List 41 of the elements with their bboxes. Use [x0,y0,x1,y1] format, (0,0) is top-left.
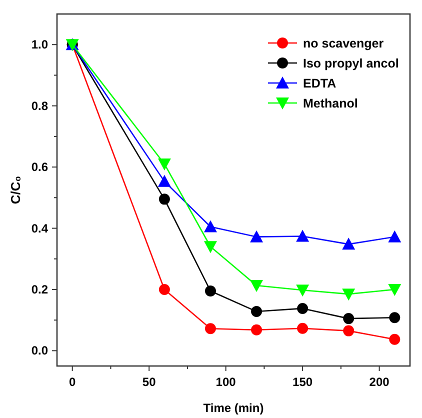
y-tick-label: 0.4 [31,221,48,236]
legend-label: EDTA [303,76,336,90]
y-tick-label: 0.6 [31,160,48,174]
point [158,284,170,295]
y-tick-label: 0.2 [31,282,48,296]
point [296,230,310,242]
point [297,322,308,334]
x-tick-label: 150 [292,375,313,389]
point [250,280,264,292]
point [158,194,170,205]
y-tick-label: 0.8 [31,98,48,113]
point [204,220,217,232]
point [388,284,402,296]
y-axis-title: C/C₀ [8,176,23,204]
point [158,158,171,170]
point [342,238,356,250]
point [297,302,308,314]
point [204,286,216,297]
point [204,323,216,334]
point [204,241,217,254]
point [343,313,354,324]
point [343,325,354,336]
x-tick-label: 200 [369,375,390,389]
point [251,306,262,318]
legend-label: Methanol [303,96,358,110]
x-tick-label: 50 [142,375,156,389]
point [250,230,264,242]
point [158,174,171,187]
x-tick-label: 0 [69,375,76,389]
point [389,312,400,324]
point [389,334,400,345]
point [296,284,310,297]
point [388,230,402,242]
point [342,288,356,301]
point [251,324,262,336]
x-axis-title: Time (min) [203,401,264,415]
legend-label: Iso propyl ancol [303,56,399,70]
legend-label: no scavenger [303,36,384,50]
y-tick-label: 1.0 [31,38,48,52]
x-tick-label: 100 [216,375,236,389]
y-tick-label: 0.0 [31,344,48,358]
